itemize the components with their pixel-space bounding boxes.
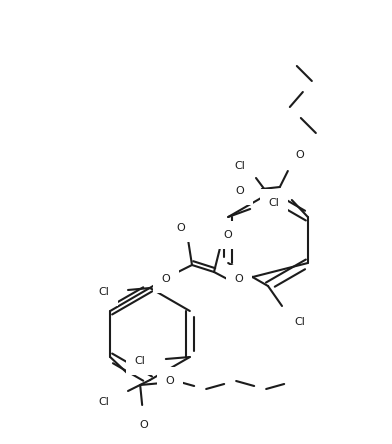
Text: O: O <box>296 150 304 160</box>
Text: O: O <box>223 230 232 240</box>
Text: Cl: Cl <box>269 198 279 208</box>
Text: O: O <box>235 274 243 284</box>
Text: Cl: Cl <box>234 161 245 171</box>
Text: O: O <box>162 274 171 284</box>
Text: O: O <box>166 376 174 386</box>
Text: Cl: Cl <box>294 317 305 327</box>
Text: Cl: Cl <box>98 287 109 297</box>
Text: O: O <box>140 420 149 430</box>
Text: Cl: Cl <box>134 356 145 366</box>
Text: O: O <box>177 223 185 233</box>
Text: O: O <box>236 186 244 196</box>
Text: Cl: Cl <box>98 397 109 407</box>
